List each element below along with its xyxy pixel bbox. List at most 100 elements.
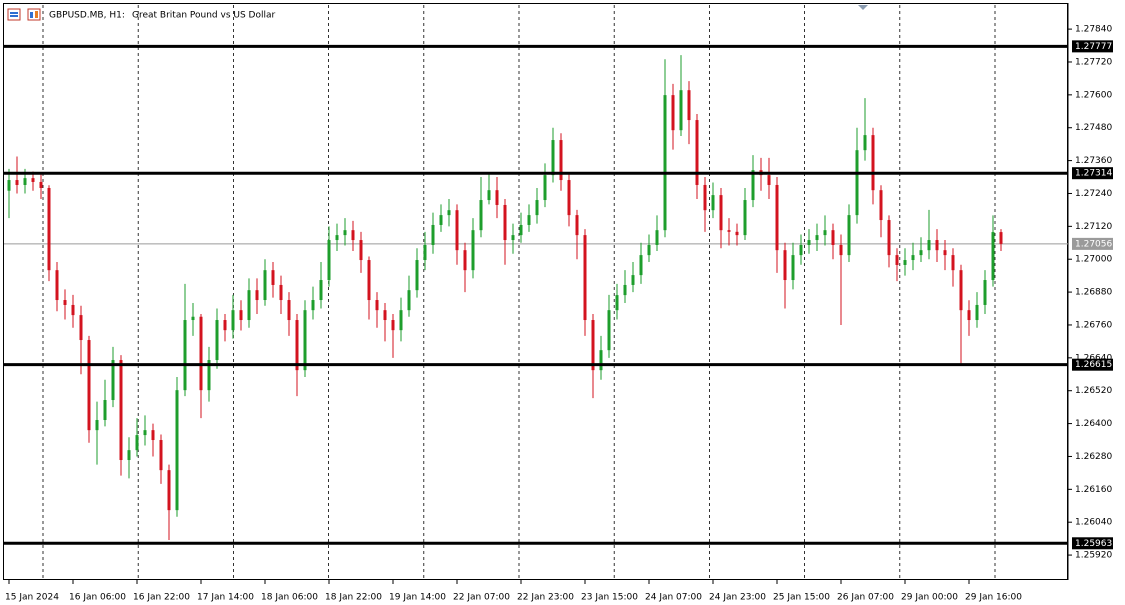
candle-body bbox=[831, 230, 835, 245]
candle-body bbox=[783, 250, 787, 281]
candle-body bbox=[967, 310, 971, 321]
candle-body bbox=[743, 200, 747, 236]
icon bbox=[27, 8, 41, 21]
x-tick-label: 24 Jan 07:00 bbox=[645, 593, 702, 603]
x-tick-label: 18 Jan 22:00 bbox=[325, 593, 382, 603]
candle-body bbox=[95, 420, 99, 431]
candle-body bbox=[447, 210, 451, 216]
candle-body bbox=[703, 184, 707, 211]
candle-body bbox=[351, 230, 355, 241]
candle-body bbox=[431, 224, 435, 245]
y-tick-label: 1.26400 bbox=[1075, 419, 1112, 429]
y-tick-label: 1.26760 bbox=[1075, 320, 1112, 330]
candle-body bbox=[87, 340, 91, 431]
level-box bbox=[1072, 167, 1113, 180]
candle-body bbox=[823, 230, 827, 236]
candle-body bbox=[119, 360, 123, 461]
candle-body bbox=[607, 310, 611, 351]
candle-body bbox=[623, 284, 627, 296]
candle-body bbox=[711, 195, 715, 211]
candle-body bbox=[999, 232, 1003, 244]
y-tick-label: 1.27000 bbox=[1075, 255, 1112, 265]
candle-body bbox=[375, 300, 379, 311]
icon bbox=[7, 8, 21, 21]
candle-body bbox=[359, 240, 363, 261]
current-price-box bbox=[1072, 237, 1113, 250]
x-tick-label: 16 Jan 22:00 bbox=[133, 593, 190, 603]
candle-body bbox=[695, 120, 699, 185]
candle-body bbox=[487, 190, 491, 201]
candle-body bbox=[583, 235, 587, 321]
candle-body bbox=[847, 215, 851, 256]
candle-body bbox=[127, 450, 131, 461]
x-tick-label: 24 Jan 23:00 bbox=[709, 593, 766, 603]
x-tick-label: 23 Jan 15:00 bbox=[581, 593, 638, 603]
candle-body bbox=[735, 231, 739, 236]
candle-body bbox=[7, 180, 11, 191]
y-tick-label: 1.26640 bbox=[1075, 353, 1112, 363]
candle-body bbox=[775, 184, 779, 251]
candle-body bbox=[951, 255, 955, 271]
candle-body bbox=[159, 440, 163, 471]
candle-body bbox=[767, 175, 771, 185]
candle-body bbox=[399, 310, 403, 331]
shift-marker bbox=[858, 5, 868, 10]
level-box bbox=[1072, 40, 1113, 53]
candle-body bbox=[231, 310, 235, 331]
candle-body bbox=[303, 310, 307, 371]
candle-body bbox=[343, 230, 347, 236]
candle-body bbox=[175, 390, 179, 511]
candle-body bbox=[71, 304, 75, 316]
candle-body bbox=[591, 320, 595, 371]
candle-body bbox=[687, 90, 691, 121]
candle-body bbox=[279, 284, 283, 301]
candle-body bbox=[263, 270, 267, 301]
x-tick-label: 16 Jan 06:00 bbox=[69, 593, 126, 603]
candle-body bbox=[479, 200, 483, 231]
x-tick-label: 15 Jan 2024 bbox=[5, 593, 59, 603]
candle-body bbox=[455, 210, 459, 251]
candle-body bbox=[23, 178, 27, 185]
candle-body bbox=[439, 215, 443, 225]
candle-body bbox=[15, 180, 19, 185]
candle-body bbox=[679, 90, 683, 131]
candle-body bbox=[527, 215, 531, 225]
candle-body bbox=[207, 360, 211, 391]
candle-body bbox=[543, 175, 547, 201]
y-tick-label: 1.26040 bbox=[1075, 518, 1112, 528]
level-box bbox=[1072, 537, 1113, 550]
candle-body bbox=[239, 310, 243, 321]
level-label: 1.25963 bbox=[1075, 539, 1112, 549]
candle-body bbox=[103, 400, 107, 421]
candle-body bbox=[751, 170, 755, 201]
candle-body bbox=[719, 195, 723, 231]
y-tick-label: 1.26880 bbox=[1075, 288, 1112, 298]
x-tick-label: 18 Jan 06:00 bbox=[261, 593, 318, 603]
candle-body bbox=[327, 240, 331, 281]
x-tick-label: 17 Jan 14:00 bbox=[197, 593, 254, 603]
icon bbox=[10, 12, 18, 14]
candle-body bbox=[887, 220, 891, 256]
x-tick-label: 29 Jan 00:00 bbox=[901, 593, 958, 603]
level-label: 1.27777 bbox=[1075, 42, 1112, 52]
candle-body bbox=[463, 250, 467, 271]
candle-body bbox=[791, 255, 795, 281]
x-tick-label: 29 Jan 16:00 bbox=[965, 593, 1022, 603]
candle-body bbox=[519, 224, 523, 236]
candle-body bbox=[935, 240, 939, 251]
y-tick-label: 1.27360 bbox=[1075, 156, 1112, 166]
candle-body bbox=[223, 320, 227, 331]
candle-body bbox=[671, 95, 675, 131]
candle-body bbox=[503, 204, 507, 241]
candle-body bbox=[287, 300, 291, 321]
candle-body bbox=[871, 135, 875, 191]
candle-body bbox=[943, 250, 947, 256]
candle-body bbox=[983, 280, 987, 305]
candle-body bbox=[799, 244, 803, 256]
candle-body bbox=[663, 95, 667, 231]
y-tick-label: 1.27120 bbox=[1075, 222, 1112, 232]
candle-body bbox=[615, 295, 619, 311]
chart-title: Great Britan Pound vs US Dollar bbox=[132, 11, 275, 21]
candle-body bbox=[911, 255, 915, 261]
